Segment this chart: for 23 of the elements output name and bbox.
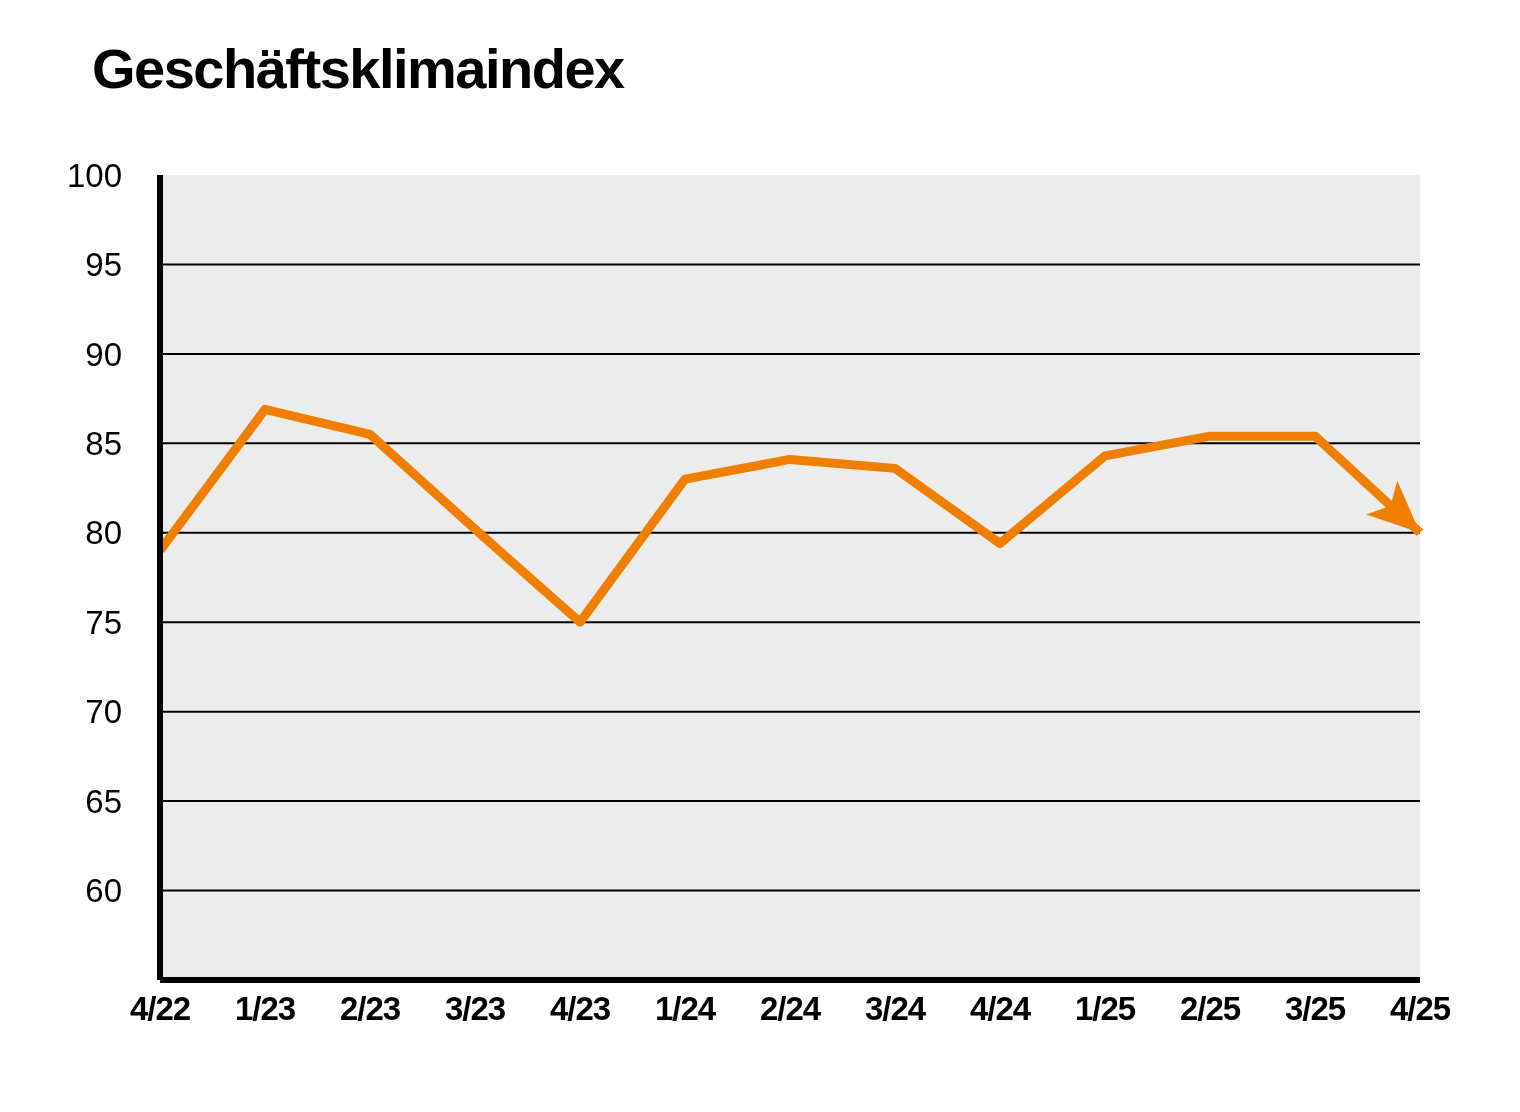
y-tick-label: 60 xyxy=(85,872,122,910)
x-tick-label: 2/24 xyxy=(759,990,822,1027)
x-tick-label: 4/23 xyxy=(549,990,611,1027)
x-tick-label: 1/23 xyxy=(234,990,296,1027)
x-tick-label: 4/22 xyxy=(129,990,191,1027)
y-tick-label: 70 xyxy=(85,693,122,731)
x-tick-label: 4/24 xyxy=(969,990,1032,1027)
y-tick-label: 65 xyxy=(85,782,122,820)
x-tick-label: 3/24 xyxy=(864,990,927,1027)
y-tick-label: 75 xyxy=(85,603,122,641)
x-tick-label: 3/25 xyxy=(1284,990,1346,1027)
chart-title: Geschäftsklimaindex xyxy=(92,36,624,102)
y-tick-label: 95 xyxy=(85,246,122,284)
x-tick-label: 1/25 xyxy=(1074,990,1136,1027)
x-tick-label: 3/23 xyxy=(444,990,506,1027)
x-tick-label: 2/23 xyxy=(339,990,401,1027)
y-tick-label: 85 xyxy=(85,425,122,463)
x-tick-label: 2/25 xyxy=(1179,990,1241,1027)
y-tick-label: 80 xyxy=(85,514,122,552)
x-tick-label: 1/24 xyxy=(654,990,717,1027)
x-tick-label: 4/25 xyxy=(1389,990,1451,1027)
y-tick-label: 100 xyxy=(66,156,122,194)
y-tick-label: 90 xyxy=(85,335,122,373)
